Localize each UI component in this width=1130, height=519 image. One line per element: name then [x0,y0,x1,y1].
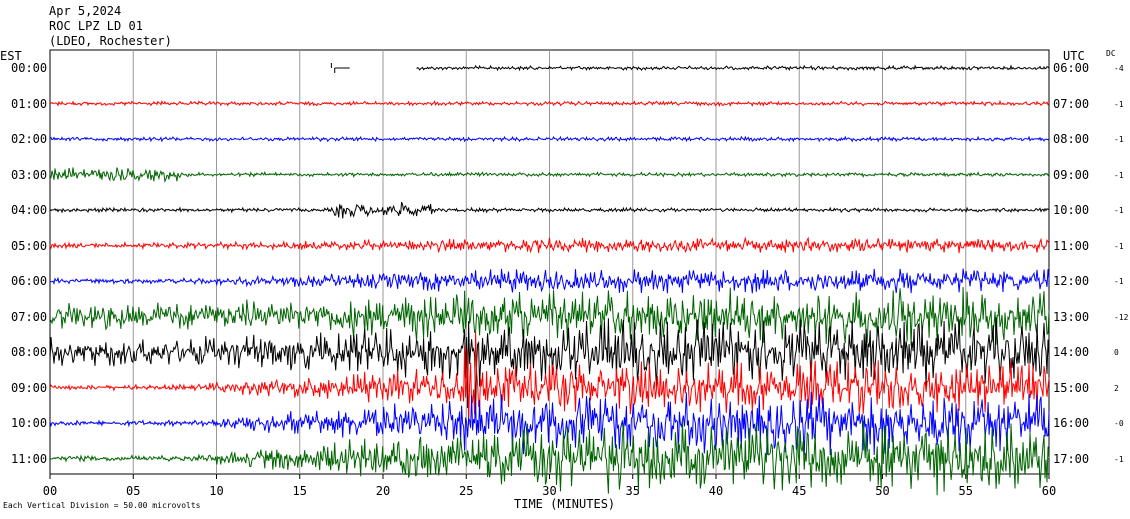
dc-title: DC [1106,49,1116,58]
utc-row-label: 14:00 [1053,345,1090,359]
utc-row-label: 17:00 [1053,451,1090,466]
scale-note: Each Vertical Division = 50.00 microvolt… [3,501,201,510]
x-tick-label: 60 [1042,484,1056,498]
trace-0200 [49,135,1050,143]
est-row-label: 09:00 [11,380,48,395]
utc-row-label: 09:00 [1053,167,1090,182]
dc-row-value: -1 [1114,454,1124,464]
header-network: (LDEO, Rochester) [49,34,172,48]
dc-row-value: 2 [1114,383,1119,393]
dc-row-value: 0 [1114,348,1119,357]
dc-row-value: -4 [1114,64,1124,73]
header-station: ROC LPZ LD 01 [49,19,143,33]
x-tick-label: 35 [626,484,640,498]
utc-row-label: 12:00 [1053,274,1090,288]
utc-row-label: 07:00 [1053,96,1090,111]
x-tick-label: 05 [126,484,140,498]
utc-axis-title: UTC [1063,49,1085,63]
dc-row-value: -1 [1114,170,1124,180]
dc-row-value: -1 [1114,135,1124,144]
dc-row-value: -1 [1114,206,1124,215]
x-tick-label: 30 [542,484,556,498]
trace-0100 [49,99,1050,108]
est-row-label: 11:00 [11,451,48,466]
x-tick-label: 00 [43,484,57,498]
trace-0300 [49,167,1050,184]
est-row-label: 06:00 [11,274,48,288]
est-row-label: 01:00 [11,96,48,111]
trace-0800 [49,317,1050,410]
header-date: Apr 5,2024 [49,4,122,18]
dc-row-value: -1 [1114,99,1124,109]
est-row-label: 00:00 [11,61,48,75]
dc-row-value: -0 [1114,419,1124,428]
dc-row-value: -1 [1114,277,1124,286]
x-tick-label: 25 [459,484,473,498]
est-row-label: 07:00 [11,309,48,324]
x-tick-label: 55 [959,484,973,498]
est-axis-title: EST [0,49,22,63]
est-row-label: 10:00 [11,416,48,430]
est-row-label: 02:00 [11,132,48,146]
x-tick-label: 20 [376,484,390,498]
utc-row-label: 16:00 [1053,416,1090,430]
x-tick-label: 40 [709,484,723,498]
utc-row-label: 15:00 [1053,380,1090,395]
x-tick-label: 45 [792,484,806,498]
trace-0500 [49,236,1050,254]
calibration-pulse [330,63,350,73]
est-row-label: 03:00 [11,167,48,182]
utc-row-label: 13:00 [1053,309,1090,324]
trace-0000 [416,64,1050,72]
trace-0900 [49,332,1050,426]
x-tick-label: 15 [293,484,307,498]
dc-row-value: -1 [1114,241,1124,251]
est-row-label: 08:00 [11,345,48,359]
x-axis-label: TIME (MINUTES) [514,497,616,511]
trace-0600 [49,268,1050,294]
trace-0400 [49,201,1050,219]
trace-1100 [49,420,1050,496]
utc-row-label: 08:00 [1053,132,1090,146]
utc-row-label: 11:00 [1053,238,1090,253]
x-tick-label: 10 [209,484,223,498]
x-tick-label: 50 [875,484,889,498]
dc-row-value: -12 [1114,312,1129,322]
utc-row-label: 06:00 [1053,61,1090,75]
est-row-label: 05:00 [11,238,48,253]
trace-0700 [49,287,1050,346]
utc-row-label: 10:00 [1053,203,1090,217]
est-row-label: 04:00 [11,203,48,217]
